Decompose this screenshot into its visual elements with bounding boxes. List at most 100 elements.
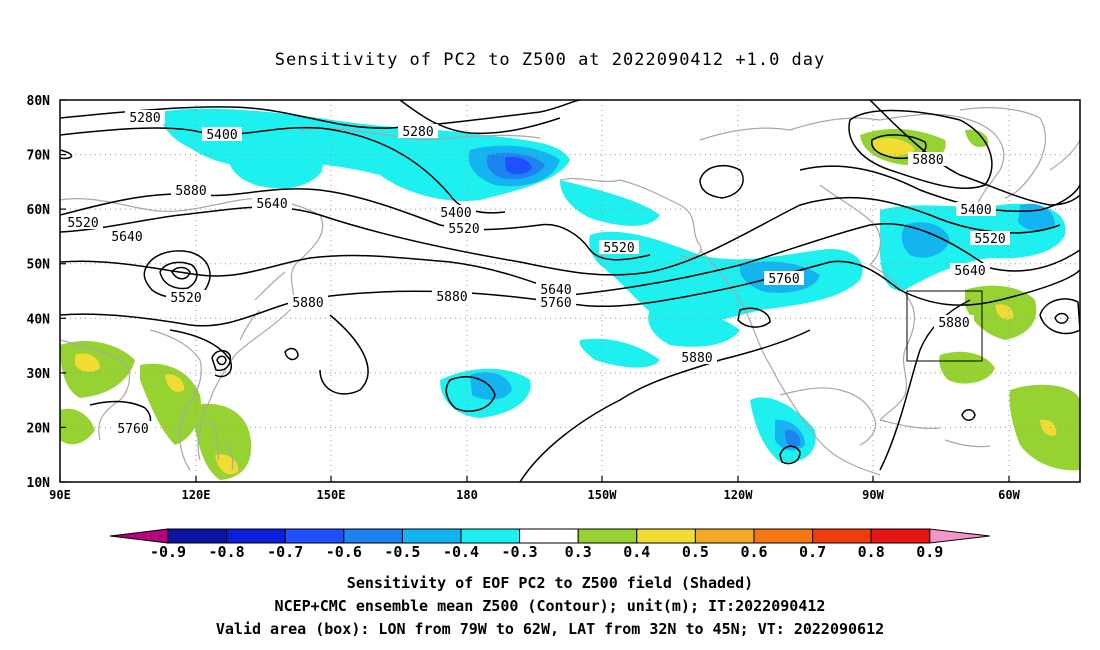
y-tick-label: 60N <box>27 203 51 218</box>
colorbar-label: -0.6 <box>326 543 362 561</box>
colorbar: -0.9 -0.8 -0.7 -0.6 -0.5 -0.4 -0.3 0.3 0.4 0.5 0.6… <box>109 528 990 561</box>
contour-label: 5640 <box>111 230 142 245</box>
contour-label-bg <box>288 295 328 309</box>
shade-arctic-yellow <box>872 138 915 157</box>
contour-label-bg <box>956 202 996 216</box>
contour-label-bg <box>436 205 476 219</box>
contour-label: 5640 <box>256 197 287 212</box>
contour-label-bg <box>950 263 990 277</box>
contour-label-bg <box>444 221 484 235</box>
colorbar-swatch <box>636 528 696 544</box>
contour-label: 5520 <box>170 291 201 306</box>
x-tick-label: 180 <box>456 488 478 502</box>
contour-label: 5760 <box>768 272 799 287</box>
colorbar-label: 0.4 <box>623 543 650 561</box>
plot-title: Sensitivity of PC2 to Z500 at 2022090412… <box>274 50 826 70</box>
contour-5400-a <box>60 126 506 214</box>
contour-label: 5520 <box>603 241 634 256</box>
contour-label-bg <box>934 315 974 329</box>
contour-label-bg <box>536 282 576 296</box>
x-tick-label: 150E <box>317 488 346 502</box>
x-tick-label: 90W <box>862 488 884 502</box>
contour-label-bg <box>202 127 242 141</box>
contour-5880-b <box>319 314 369 395</box>
colorbar-label: 0.7 <box>799 543 826 561</box>
colorbar-swatch <box>577 528 638 544</box>
colorbar-arrow-left <box>109 528 169 544</box>
colorbar-swatch <box>226 528 286 544</box>
shade-atl-yellow2 <box>1040 419 1057 436</box>
colorbar-swatch <box>812 528 872 544</box>
coast-canada-arctic <box>699 113 1005 211</box>
contour-label-bg <box>166 290 206 304</box>
contour-alaska-closed <box>699 164 744 199</box>
contour-label-bg <box>764 271 804 285</box>
colorbar-swatch <box>401 528 462 544</box>
contour-5520-a <box>60 188 651 261</box>
contour-label-bg <box>63 215 103 229</box>
colorbar-swatch <box>519 528 579 544</box>
contour-small-1 <box>284 347 299 361</box>
coast-arctic-russia <box>299 128 541 141</box>
colorbar-label: -0.8 <box>209 543 245 561</box>
contour-label-bg <box>599 240 639 254</box>
coast-japan <box>239 271 286 341</box>
coast-greenland <box>959 107 1047 199</box>
x-tick-label: 120W <box>724 488 754 502</box>
y-tick-label: 70N <box>27 149 51 164</box>
coast-na-west <box>699 249 881 476</box>
contour-atl-closed-2 <box>1054 312 1069 324</box>
contour-label: 5640 <box>954 264 985 279</box>
y-tick-label: 50N <box>27 258 51 273</box>
y-tick-label: 80N <box>27 94 51 109</box>
colorbar-label: 0.5 <box>682 543 709 561</box>
colorbar-label: 0.8 <box>858 543 885 561</box>
contour-label-bg <box>252 196 292 210</box>
valid-area-box <box>906 290 983 362</box>
contour-atl-closed-1 <box>1039 298 1080 335</box>
colorbar-swatch <box>343 528 403 544</box>
footer-line-3: Valid area (box): LON from 79W to 62W, L… <box>215 620 885 638</box>
colorbar-swatch <box>284 528 345 544</box>
shade-labrador-core <box>901 222 950 258</box>
contour-label-bg <box>677 350 717 364</box>
y-tick-label: 10N <box>27 476 51 491</box>
coast-gulf <box>779 387 877 446</box>
contour-label-bg <box>536 295 576 309</box>
coast-alaska <box>559 177 702 259</box>
shade-greenland-green <box>965 129 989 148</box>
contour-label: 5400 <box>206 128 237 143</box>
contour-label-bg <box>398 124 438 138</box>
contour-label: 5880 <box>912 153 943 168</box>
contour-low-3 <box>171 266 191 280</box>
shade-indochina-yellow <box>165 374 185 392</box>
contour-label: 5880 <box>175 184 206 199</box>
coast-asia <box>60 198 324 471</box>
shade-mexico-inner <box>784 429 801 448</box>
colorbar-label: 0.9 <box>916 543 943 561</box>
x-tick-label: 150W <box>588 488 618 502</box>
contour-5880-f <box>879 299 971 471</box>
shade-atlantic-green2 <box>939 351 995 384</box>
plot-frame <box>59 99 1081 483</box>
colorbar-arrow-right <box>929 528 990 544</box>
contour-label-bg <box>908 152 948 166</box>
contour-5880-a <box>60 260 1080 327</box>
coast-caribbean <box>879 419 991 448</box>
contour-label: 5640 <box>540 283 571 298</box>
contour-label-bg <box>432 289 472 303</box>
shade-gulf-alaska <box>579 338 660 368</box>
contour-label-bg <box>107 229 147 243</box>
footer-line-2: NCEP+CMC ensemble mean Z500 (Contour); u… <box>274 597 826 615</box>
contour-5880-d <box>519 329 811 482</box>
contour-label: 5280 <box>129 111 160 126</box>
contour-east-2 <box>799 165 1080 213</box>
colorbar-swatch <box>460 528 521 544</box>
y-tick-label: 30N <box>27 367 51 382</box>
contour-label-bg <box>125 110 165 124</box>
shade-east-pacific-strip <box>560 180 660 226</box>
contour-label: 5520 <box>67 216 98 231</box>
shade-indochina-green <box>140 363 201 445</box>
contour-label-bg <box>970 231 1010 245</box>
